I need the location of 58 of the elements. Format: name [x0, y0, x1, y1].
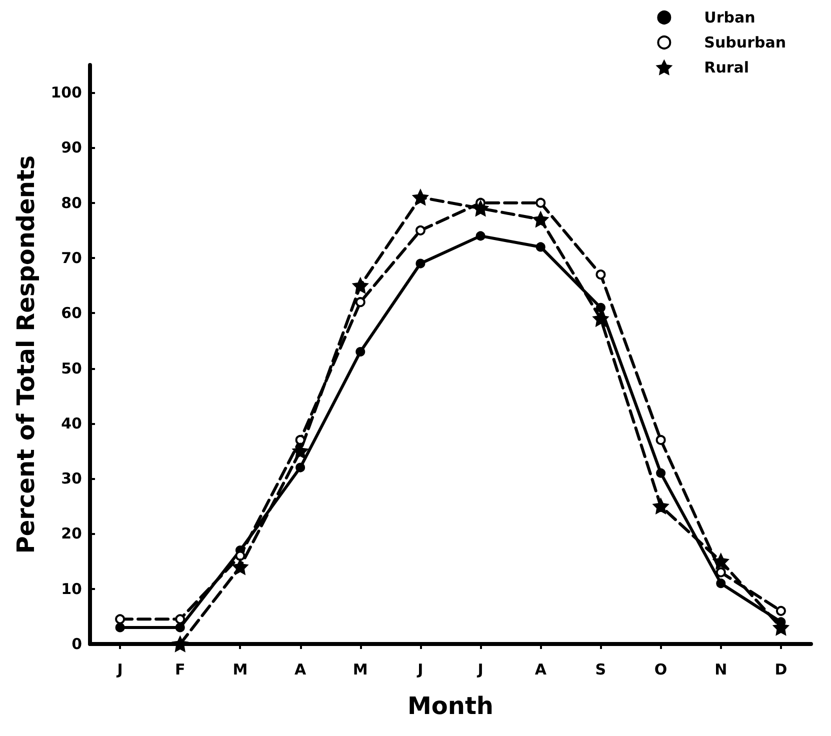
x-tick-label: O [654, 660, 668, 678]
x-tick-label: F [175, 660, 186, 678]
point [115, 614, 126, 624]
x-tick-label: J [476, 660, 484, 678]
point [415, 225, 426, 236]
point [532, 212, 548, 228]
point [656, 434, 666, 445]
y-tick-label: 30 [61, 470, 82, 488]
point [716, 578, 726, 588]
point [596, 270, 606, 280]
y-tick-label: 40 [61, 414, 82, 432]
y-tick-label: 70 [61, 249, 82, 267]
x-tick-label: A [294, 660, 306, 678]
point [476, 231, 486, 241]
legend-label: Rural [704, 58, 750, 76]
point [713, 554, 729, 570]
y-tick-label: 10 [61, 580, 82, 598]
y-tick-label: 80 [61, 194, 82, 212]
x-tick-label: D [774, 660, 788, 678]
point [172, 636, 188, 652]
y-tick-label: 60 [61, 304, 82, 322]
point [295, 434, 306, 445]
legend-label: Urban [704, 8, 756, 26]
point [776, 606, 786, 616]
point [653, 498, 669, 514]
point [716, 567, 726, 578]
point [596, 302, 606, 312]
x-tick-label: J [416, 660, 424, 678]
point [175, 614, 186, 624]
x-axis-title: Month [407, 692, 494, 720]
point [356, 346, 366, 356]
legend-label: Suburban [704, 34, 786, 52]
y-tick-label: 20 [61, 524, 82, 543]
point [412, 190, 428, 206]
y-tick-label: 0 [72, 635, 82, 653]
y-tick-label: 100 [50, 84, 82, 102]
point [536, 242, 546, 252]
point [536, 198, 546, 208]
point [416, 258, 426, 268]
point [115, 622, 125, 632]
point [175, 622, 185, 632]
point [352, 278, 368, 294]
x-tick-label: S [595, 660, 606, 678]
point [296, 462, 306, 472]
y-tick-label: 50 [61, 359, 82, 378]
point [355, 297, 366, 308]
point [292, 443, 308, 459]
point [232, 559, 248, 575]
x-tick-label: M [352, 660, 368, 678]
point [656, 468, 666, 478]
x-tick-label: M [232, 660, 248, 678]
y-tick-label: 90 [61, 138, 82, 157]
y-axis-title: Percent of Total Respondents [12, 155, 40, 554]
x-tick-label: J [116, 660, 123, 678]
x-tick-label: N [714, 660, 728, 678]
x-tick-label: A [534, 660, 547, 678]
point [592, 310, 608, 326]
point [472, 200, 488, 216]
